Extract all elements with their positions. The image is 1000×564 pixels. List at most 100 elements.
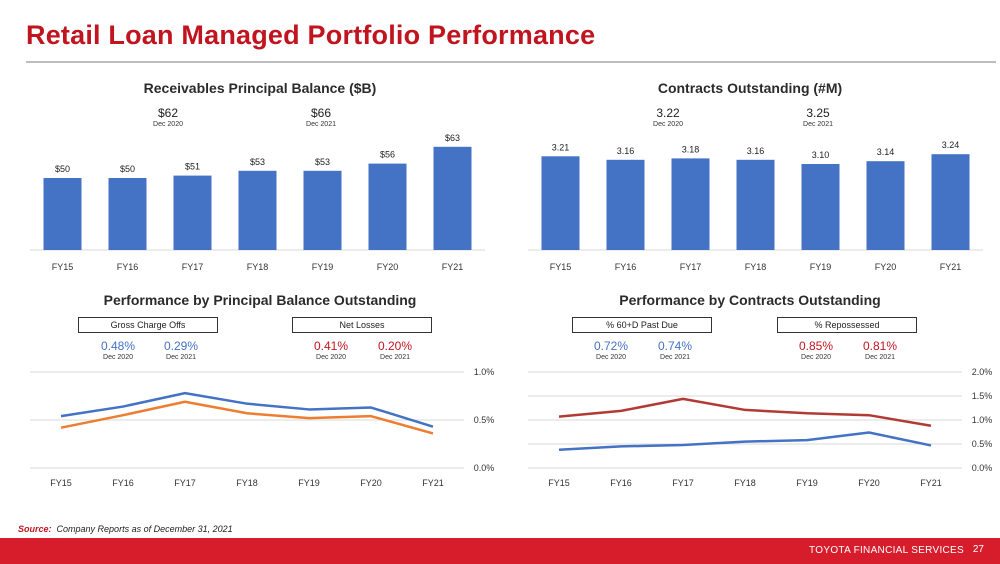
- series-line: [60, 391, 434, 428]
- y-tick-label: 1.0%: [972, 415, 993, 425]
- y-tick-label: 1.0%: [474, 367, 495, 377]
- stat-gco-dec2021: 0.29% Dec 2021: [151, 339, 211, 361]
- bar: [541, 156, 580, 250]
- y-tick-label: 1.5%: [972, 391, 993, 401]
- data-label: $50: [120, 164, 135, 174]
- bar: [238, 170, 277, 250]
- source-note: Source: Company Reports as of December 3…: [18, 524, 233, 534]
- data-label: 3.14: [877, 147, 895, 157]
- legend-box-gross-charge-offs: Gross Charge Offs: [78, 317, 218, 333]
- stat-date: Dec 2020: [801, 354, 831, 361]
- data-label: $50: [55, 164, 70, 174]
- annotation-date: Dec 2021: [803, 121, 833, 128]
- bar: [173, 175, 212, 250]
- x-tick-label: FY15: [52, 262, 74, 272]
- x-tick-label: FY18: [734, 478, 756, 488]
- bar: [368, 163, 407, 250]
- y-tick-label: 0.0%: [972, 463, 993, 473]
- legend-box-net-losses: Net Losses: [292, 317, 432, 333]
- stat-date: Dec 2020: [596, 354, 626, 361]
- x-tick-label: FY17: [680, 262, 702, 272]
- page-title: Retail Loan Managed Portfolio Performanc…: [26, 20, 596, 50]
- chart-title-contracts-performance: Performance by Contracts Outstanding: [619, 292, 881, 308]
- x-tick-label: FY15: [550, 262, 572, 272]
- x-tick-label: FY21: [442, 262, 464, 272]
- annotation-value: 3.25: [806, 106, 830, 120]
- annotation-receivables-dec2021: $66 Dec 2021: [296, 106, 346, 128]
- footer-brand: TOYOTA FINANCIAL SERVICES: [809, 545, 964, 556]
- principal-performance-line-chart: 0.0% 0.5% 1.0% FY15 FY16 FY17 FY18 FY19 FY20 FY21: [30, 367, 495, 488]
- x-tick-label: FY15: [548, 478, 570, 488]
- footer-bar: [0, 538, 1000, 564]
- source-label: Source:: [18, 524, 52, 534]
- stat-nl-dec2021: 0.20% Dec 2021: [365, 339, 425, 361]
- stat-nl-dec2020: 0.41% Dec 2020: [301, 339, 361, 361]
- annotation-receivables-dec2020: $62 Dec 2020: [143, 106, 193, 128]
- data-label: 3.10: [812, 150, 830, 160]
- stat-date: Dec 2021: [660, 354, 690, 361]
- stat-value: 0.74%: [657, 339, 693, 353]
- stat-value: 0.48%: [100, 339, 136, 353]
- bar: [931, 154, 970, 250]
- x-tick-label: FY20: [875, 262, 897, 272]
- y-tick-label: 0.5%: [474, 415, 495, 425]
- data-label: 3.21: [552, 142, 570, 152]
- bar: [671, 158, 710, 250]
- x-tick-label: FY17: [182, 262, 204, 272]
- data-label: $51: [185, 162, 200, 172]
- source-text: Company Reports as of December 31, 2021: [56, 524, 233, 534]
- chart-title-contracts: Contracts Outstanding (#M): [657, 80, 843, 96]
- stat-value: 0.20%: [377, 339, 413, 353]
- stat-pd-dec2020: 0.72% Dec 2020: [581, 339, 641, 361]
- contracts-bar-chart: 3.21 FY15 3.16 FY16 3.18 FY17 3.16 FY18 3.10 FY19…: [528, 140, 983, 272]
- y-tick-label: 0.5%: [972, 439, 993, 449]
- x-tick-label: FY16: [615, 262, 637, 272]
- annotation-date: Dec 2021: [306, 121, 336, 128]
- y-tick-label: 0.0%: [474, 463, 495, 473]
- x-tick-label: FY15: [50, 478, 72, 488]
- x-tick-label: FY19: [796, 478, 818, 488]
- annotation-value: $62: [157, 106, 179, 120]
- stat-gco-dec2020: 0.48% Dec 2020: [88, 339, 148, 361]
- stat-value: 0.41%: [313, 339, 349, 353]
- x-tick-label: FY19: [312, 262, 334, 272]
- title-divider: [26, 61, 996, 63]
- x-tick-label: FY20: [360, 478, 382, 488]
- annotation-contracts-dec2020: 3.22 Dec 2020: [643, 106, 693, 128]
- x-tick-label: FY16: [610, 478, 632, 488]
- stat-value: 0.85%: [798, 339, 834, 353]
- chart-title-receivables: Receivables Principal Balance ($B): [143, 80, 377, 96]
- data-label: $53: [315, 157, 330, 167]
- data-label: 3.24: [942, 140, 960, 150]
- stat-date: Dec 2020: [316, 354, 346, 361]
- x-tick-label: FY19: [298, 478, 320, 488]
- stat-date: Dec 2021: [380, 354, 410, 361]
- legend-box-repossessed: % Repossessed: [777, 317, 917, 333]
- bar: [866, 161, 905, 250]
- annotation-date: Dec 2020: [653, 121, 683, 128]
- stat-rp-dec2020: 0.85% Dec 2020: [786, 339, 846, 361]
- data-label: 3.16: [617, 146, 635, 156]
- x-tick-label: FY19: [810, 262, 832, 272]
- stat-date: Dec 2020: [103, 354, 133, 361]
- x-tick-label: FY20: [858, 478, 880, 488]
- data-label: $56: [380, 150, 395, 160]
- annotation-value: $66: [310, 106, 332, 120]
- stat-value: 0.81%: [862, 339, 898, 353]
- x-tick-label: FY16: [117, 262, 139, 272]
- stat-date: Dec 2021: [166, 354, 196, 361]
- x-tick-label: FY21: [940, 262, 962, 272]
- x-tick-label: FY18: [247, 262, 269, 272]
- x-tick-label: FY18: [236, 478, 258, 488]
- x-tick-label: FY17: [174, 478, 196, 488]
- x-tick-label: FY17: [672, 478, 694, 488]
- x-tick-label: FY21: [422, 478, 444, 488]
- bar: [43, 178, 82, 250]
- bar: [801, 164, 840, 250]
- stat-pd-dec2021: 0.74% Dec 2021: [645, 339, 705, 361]
- receivables-bar-chart: $50 FY15 $50 FY16 $51 FY17 $53 FY18 $53 FY19 $56 FY…: [30, 133, 485, 272]
- annotation-contracts-dec2021: 3.25 Dec 2021: [793, 106, 843, 128]
- bar: [433, 146, 472, 250]
- stat-rp-dec2021: 0.81% Dec 2021: [850, 339, 910, 361]
- stat-date: Dec 2021: [865, 354, 895, 361]
